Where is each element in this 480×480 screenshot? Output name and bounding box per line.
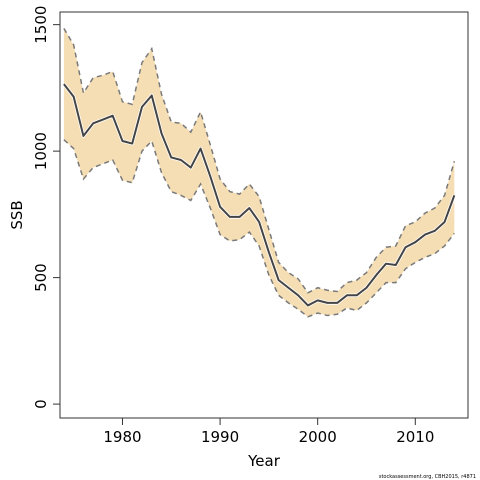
x-tick-label: 2000 [299,428,337,446]
confidence-band [63,28,455,317]
x-axis: 1980 1990 2000 2010 [103,418,434,446]
y-axis-title: SSB [8,200,26,229]
credit-text: stockassessment.org, CBH2015, r4871 [379,474,476,480]
lower-bound-line [63,139,455,318]
x-tick-label: 2010 [396,428,434,446]
estimate-line [63,83,456,307]
upper-bound-line [63,28,456,294]
plot-marks [62,28,457,318]
y-tick-label: 500 [32,263,50,292]
y-tick-label: 0 [32,399,50,409]
y-tick-label: 1000 [32,132,50,170]
x-tick-label: 1990 [201,428,239,446]
plot-frame [59,11,469,419]
x-axis-title: Year [247,452,281,470]
x-tick-label: 1980 [103,428,141,446]
y-axis: 0 500 1000 1500 [32,6,60,409]
y-tick-label: 1500 [32,6,50,44]
